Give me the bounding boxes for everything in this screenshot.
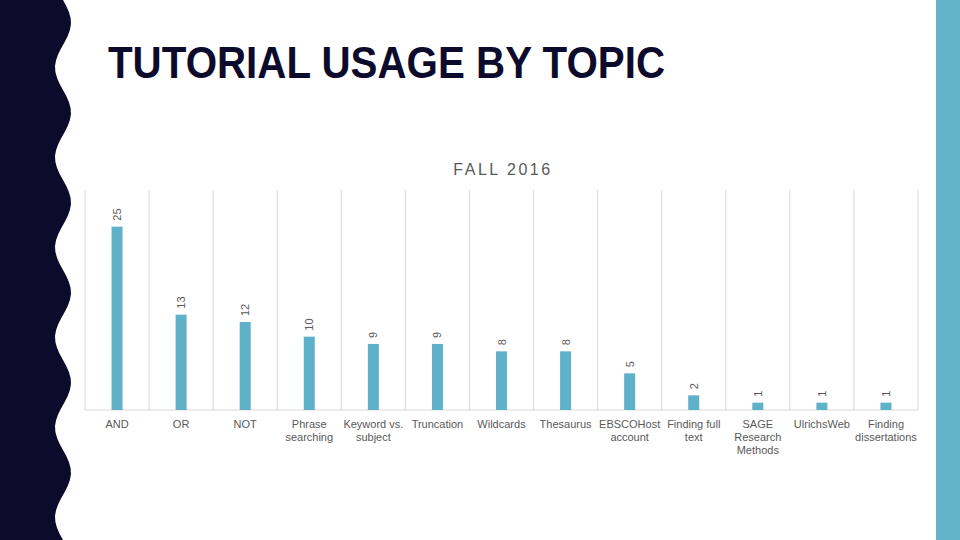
grid-line <box>405 190 406 410</box>
x-tick-label-line: Research <box>734 431 781 443</box>
bar <box>560 351 571 410</box>
data-label: 1 <box>816 391 828 397</box>
grid-line <box>341 190 342 410</box>
left-band <box>0 0 71 540</box>
bar <box>496 351 507 410</box>
right-strip <box>936 0 960 540</box>
bar <box>112 227 123 410</box>
data-label: 25 <box>111 208 123 220</box>
x-tick-label-line: dissertations <box>855 431 917 443</box>
grid-line <box>725 190 726 410</box>
bars <box>112 227 892 410</box>
grid-line <box>918 190 919 410</box>
bar <box>304 337 315 410</box>
bar <box>752 403 763 410</box>
x-tick-label-line: AND <box>105 418 128 430</box>
bar <box>624 373 635 410</box>
x-tick-label-line: Phrase <box>292 418 327 430</box>
x-tick-label: EBSCOHostaccount <box>599 418 660 443</box>
bar <box>816 403 827 410</box>
data-label: 2 <box>688 383 700 389</box>
data-label: 10 <box>303 318 315 330</box>
slide-title: TUTORIAL USAGE BY TOPIC <box>108 38 665 87</box>
x-tick-label: Keyword vs.subject <box>343 418 403 443</box>
grid-line <box>789 190 790 410</box>
x-tick-label-line: Truncation <box>412 418 464 430</box>
data-label: 9 <box>367 332 379 338</box>
x-tick-label: UlrichsWeb <box>794 418 850 430</box>
x-tick-label-line: SAGE <box>743 418 774 430</box>
x-tick-label-line: NOT <box>234 418 258 430</box>
x-tick-label: NOT <box>234 418 258 430</box>
grid-line <box>853 190 854 410</box>
x-tick-label: Finding fulltext <box>667 418 720 443</box>
grid-line <box>533 190 534 410</box>
data-label: 8 <box>496 339 508 345</box>
x-tick-label: SAGEResearchMethods <box>734 418 781 456</box>
data-label: 13 <box>175 296 187 308</box>
grid-line <box>277 190 278 410</box>
x-tick-label: Wildcards <box>477 418 526 430</box>
x-tick-label-line: Finding <box>868 418 904 430</box>
bar <box>176 315 187 410</box>
x-tick-label-line: searching <box>285 431 333 443</box>
x-tick-label-line: OR <box>173 418 190 430</box>
bar <box>432 344 443 410</box>
data-label: 8 <box>560 339 572 345</box>
x-tick-label: AND <box>105 418 128 430</box>
x-tick-label-line: UlrichsWeb <box>794 418 850 430</box>
grid-line <box>597 190 598 410</box>
grid-line <box>85 190 86 410</box>
canvas: TUTORIAL USAGE BY TOPICFALL 201625131210… <box>0 0 960 540</box>
x-tick-label-line: Keyword vs. <box>343 418 403 430</box>
x-tick-label-line: Methods <box>737 444 780 456</box>
data-label: 9 <box>431 332 443 338</box>
grid-line <box>469 190 470 410</box>
grid-line <box>149 190 150 410</box>
data-label: 12 <box>239 304 251 316</box>
data-label: 1 <box>880 391 892 397</box>
x-tick-label: Truncation <box>412 418 464 430</box>
grid-line <box>661 190 662 410</box>
x-tick-label-line: account <box>610 431 649 443</box>
x-tick-label-line: Finding full <box>667 418 720 430</box>
x-tick-label: Findingdissertations <box>855 418 917 443</box>
x-tick-label: Thesaurus <box>540 418 592 430</box>
grid-line <box>213 190 214 410</box>
bar <box>688 395 699 410</box>
bar <box>368 344 379 410</box>
x-tick-label: OR <box>173 418 190 430</box>
x-tick-label: Phrasesearching <box>285 418 333 443</box>
slide: TUTORIAL USAGE BY TOPICFALL 201625131210… <box>0 0 960 540</box>
bar <box>240 322 251 410</box>
bar <box>880 403 891 410</box>
x-tick-label-line: text <box>685 431 703 443</box>
x-tick-label-line: Wildcards <box>477 418 526 430</box>
x-tick-label-line: subject <box>356 431 391 443</box>
data-label: 5 <box>624 361 636 367</box>
chart-title: FALL 2016 <box>453 161 552 178</box>
x-tick-label-line: EBSCOHost <box>599 418 660 430</box>
data-label: 1 <box>752 391 764 397</box>
x-tick-label-line: Thesaurus <box>540 418 592 430</box>
